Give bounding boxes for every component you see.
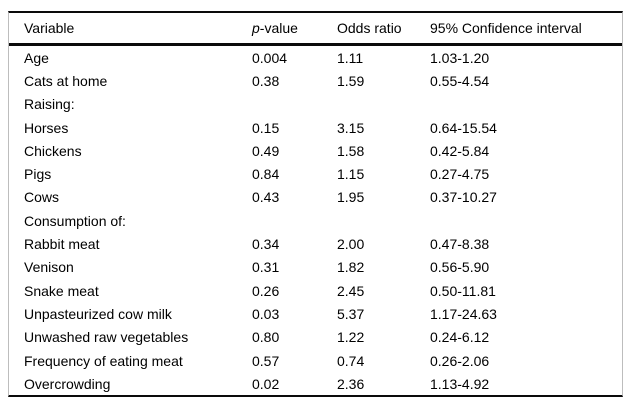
cell-variable: Cows	[24, 189, 60, 206]
cell-variable: Overcrowding	[24, 375, 111, 392]
header-row: Variable p-value Odds ratio 95% Confiden…	[9, 13, 622, 46]
table-row: Cats at home 0.38 1.59 0.55-4.54	[9, 69, 622, 92]
cell-confidence-interval: 1.03-1.20	[430, 49, 490, 66]
cell-p-value: 0.38	[252, 72, 280, 89]
cell-confidence-interval: 1.13-4.92	[430, 375, 490, 392]
p-value-italic-p: p	[252, 20, 260, 36]
section-label-row: Raising:	[9, 93, 622, 116]
table-row: Pigs 0.84 1.15 0.27-4.75	[9, 162, 622, 185]
cell-variable: Frequency of eating meat	[24, 352, 183, 369]
col-header-odds-ratio: Odds ratio	[337, 13, 430, 46]
cell-p-value: 0.03	[252, 305, 280, 322]
cell-confidence-interval: 0.24-6.12	[430, 329, 490, 346]
cell-confidence-interval: 0.56-5.90	[430, 259, 490, 276]
table-header: Variable p-value Odds ratio 95% Confiden…	[9, 13, 622, 46]
cell-p-value: 0.15	[252, 119, 280, 136]
cell-confidence-interval: 0.55-4.54	[430, 72, 490, 89]
cell-confidence-interval	[430, 209, 622, 232]
table-row: Age 0.004 1.11 1.03-1.20	[9, 45, 622, 70]
cell-p-value: 0.49	[252, 142, 280, 159]
cell-p-value: 0.57	[252, 352, 280, 369]
cell-p-value: 0.43	[252, 189, 280, 206]
cell-variable: Horses	[24, 119, 69, 136]
cell-variable: Unpasteurized cow milk	[24, 305, 172, 322]
cell-p-value: 0.02	[252, 375, 280, 392]
cell-odds-ratio: 2.00	[337, 236, 365, 253]
table-row: Unwashed raw vegetables 0.80 1.22 0.24-6…	[9, 326, 622, 349]
cell-odds-ratio: 1.15	[337, 166, 365, 183]
cell-variable: Pigs	[24, 166, 52, 183]
table-body: Age 0.004 1.11 1.03-1.20 Cats at home 0.…	[9, 45, 622, 396]
cell-variable: Snake meat	[24, 282, 99, 299]
cell-variable: Age	[24, 49, 49, 66]
cell-confidence-interval: 0.42-5.84	[430, 142, 490, 159]
cell-p-value: 0.31	[252, 259, 280, 276]
cell-confidence-interval: 0.64-15.54	[430, 119, 497, 136]
cell-odds-ratio: 1.22	[337, 329, 365, 346]
section-label-row: Consumption of:	[9, 209, 622, 232]
cell-p-value	[252, 93, 337, 116]
results-table: Variable p-value Odds ratio 95% Confiden…	[9, 13, 622, 395]
cell-odds-ratio: 2.36	[337, 375, 365, 392]
cell-confidence-interval: 0.27-4.75	[430, 166, 490, 183]
cell-odds-ratio: 1.82	[337, 259, 365, 276]
cell-variable: Consumption of:	[24, 212, 126, 229]
table-row: Overcrowding 0.02 2.36 1.13-4.92	[9, 372, 622, 395]
cell-variable: Rabbit meat	[24, 236, 100, 253]
table-row: Chickens 0.49 1.58 0.42-5.84	[9, 139, 622, 162]
cell-variable: Chickens	[24, 142, 82, 159]
cell-p-value: 0.34	[252, 236, 280, 253]
cell-confidence-interval: 1.17-24.63	[430, 305, 497, 322]
cell-odds-ratio: 1.58	[337, 142, 365, 159]
cell-p-value: 0.84	[252, 166, 280, 183]
cell-variable: Raising:	[24, 96, 75, 113]
table-row: Horses 0.15 3.15 0.64-15.54	[9, 116, 622, 139]
cell-variable: Venison	[24, 259, 74, 276]
table-row: Rabbit meat 0.34 2.00 0.47-8.38	[9, 232, 622, 255]
table-row: Frequency of eating meat 0.57 0.74 0.26-…	[9, 349, 622, 372]
cell-odds-ratio: 2.45	[337, 282, 365, 299]
col-header-confidence-interval: 95% Confidence interval	[430, 13, 622, 46]
cell-variable: Cats at home	[24, 72, 108, 89]
cell-confidence-interval: 0.50-11.81	[430, 282, 496, 299]
cell-odds-ratio: 3.15	[337, 119, 365, 136]
cell-odds-ratio	[337, 209, 430, 232]
cell-p-value	[252, 209, 337, 232]
table-row: Cows 0.43 1.95 0.37-10.27	[9, 186, 622, 209]
p-value-rest: -value	[259, 20, 298, 36]
cell-p-value: 0.004	[252, 49, 288, 66]
col-header-p-value: p-value	[252, 13, 337, 46]
cell-odds-ratio: 1.95	[337, 189, 365, 206]
cell-odds-ratio: 0.74	[337, 352, 365, 369]
cell-odds-ratio: 1.59	[337, 72, 365, 89]
table-row: Unpasteurized cow milk 0.03 5.37 1.17-24…	[9, 302, 622, 325]
cell-odds-ratio: 1.11	[337, 49, 364, 66]
cell-confidence-interval: 0.47-8.38	[430, 236, 490, 253]
cell-p-value: 0.26	[252, 282, 280, 299]
cell-confidence-interval	[430, 93, 622, 116]
cell-confidence-interval: 0.37-10.27	[430, 189, 497, 206]
table-row: Snake meat 0.26 2.45 0.50-11.81	[9, 279, 622, 302]
cell-odds-ratio: 5.37	[337, 305, 365, 322]
results-table-container: Variable p-value Odds ratio 95% Confiden…	[8, 11, 623, 398]
cell-variable: Unwashed raw vegetables	[24, 329, 189, 346]
cell-confidence-interval: 0.26-2.06	[430, 352, 490, 369]
cell-p-value: 0.80	[252, 329, 280, 346]
cell-odds-ratio	[337, 93, 430, 116]
table-row: Venison 0.31 1.82 0.56-5.90	[9, 256, 622, 279]
col-header-variable: Variable	[9, 13, 252, 46]
